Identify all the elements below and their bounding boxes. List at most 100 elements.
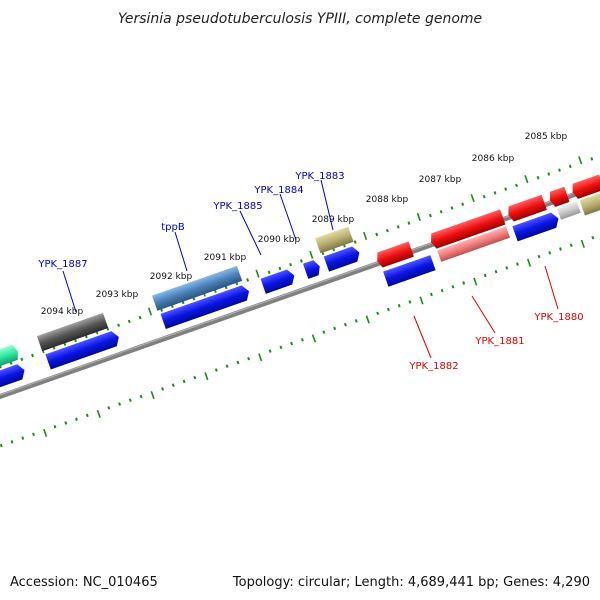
gene-label-tppb: tppB [161,222,185,233]
minor-tick [568,164,572,169]
minor-tick [376,311,380,316]
major-tick [311,334,317,343]
tick-label: 2094 kbp [41,307,84,317]
minor-tick [494,269,498,274]
major-tick [365,315,370,324]
minor-tick [462,281,466,285]
gene-label-ypk-1884: YPK_1884 [253,185,303,196]
cds-blue [512,212,559,242]
forward-gene-labels: YPK_1887 tppB YPK_1885 YPK_1884 YPK_1883 [37,171,345,313]
minor-tick [451,285,455,289]
major-tick [524,175,529,184]
minor-tick [118,402,122,406]
cds-dark-gray [36,312,109,352]
cds-blue [160,285,250,329]
minor-tick [64,421,68,425]
major-tick [309,250,314,259]
minor-tick [171,383,175,387]
upper-dotted-track [0,156,594,369]
cds-teal [0,344,18,374]
cds-blue [45,331,119,370]
minor-tick [515,183,518,188]
minor-tick [548,251,552,255]
minor-tick [386,307,390,312]
tick-label: 2093 kbp [96,290,139,300]
minor-tick [397,303,401,308]
minor-tick [21,436,25,440]
cds-red [431,209,506,249]
minor-tick [343,322,347,327]
minor-tick [439,210,443,214]
minor-tick [375,232,379,237]
major-tick [96,409,101,418]
minor-tick [0,365,2,369]
cds-pink [437,226,511,262]
minor-tick [138,315,142,320]
tick-label: 2089 kbp [312,215,355,225]
minor-tick [107,406,111,410]
minor-tick [440,288,444,293]
minor-tick [193,375,197,380]
major-tick [150,391,155,400]
cds-blue [302,260,320,279]
major-tick [526,258,532,267]
major-tick [258,353,263,362]
minor-tick [353,240,357,244]
minor-tick [482,194,486,199]
minor-tick [246,278,250,282]
cds-red [572,174,600,199]
minor-tick [161,387,165,391]
minor-tick [559,247,562,251]
minor-tick [407,221,411,225]
minor-tick [536,175,540,180]
gene-label-ypk-1883: YPK_1883 [294,171,344,182]
minor-tick [20,357,24,362]
gene-label-ypk-1887: YPK_1887 [37,259,87,270]
major-tick [578,156,583,165]
cds-blue [0,364,25,393]
major-tick [580,239,585,248]
major-tick [416,212,421,222]
minor-tick [483,273,487,278]
cds-red [508,194,547,222]
minor-tick [300,338,304,342]
minor-tick [117,323,121,327]
tick-label: 2088 kbp [366,195,409,205]
minor-tick [10,440,14,444]
minor-tick [139,394,143,399]
cds-khaki [315,226,354,254]
major-tick [147,307,153,316]
minor-tick [289,262,293,267]
minor-tick [504,187,508,191]
cds-blue [383,255,436,287]
minor-tick [333,326,337,331]
map-title: Yersinia pseudotuberculosis YPIII, compl… [118,11,482,27]
minor-tick [547,172,551,176]
minor-tick [558,168,561,172]
minor-tick [182,379,186,384]
genome-summary-text: Topology: circular; Length: 4,689,441 bp… [232,575,590,590]
tick-label: 2090 kbp [258,235,301,245]
minor-tick [505,266,509,270]
minor-tick [299,259,303,263]
cds-light-gray [556,201,581,220]
major-tick [470,194,475,203]
minor-tick [354,319,358,323]
major-tick [363,231,368,240]
tick-label: 2092 kbp [150,272,193,282]
minor-tick [236,360,240,365]
minor-tick [396,225,400,229]
minor-tick [214,368,218,372]
tick-label: 2086 kbp [472,154,515,164]
minor-tick [225,364,229,368]
accession-text: Accession: NC_010465 [10,575,158,590]
minor-tick [268,349,272,353]
tick-label: 2091 kbp [204,253,247,263]
minor-tick [128,398,132,403]
cds-blue [323,246,360,272]
feature-layer [0,174,600,393]
minor-tick [537,254,541,259]
tick-label: 2087 kbp [419,175,462,185]
tick-label: 2085 kbp [525,132,568,142]
